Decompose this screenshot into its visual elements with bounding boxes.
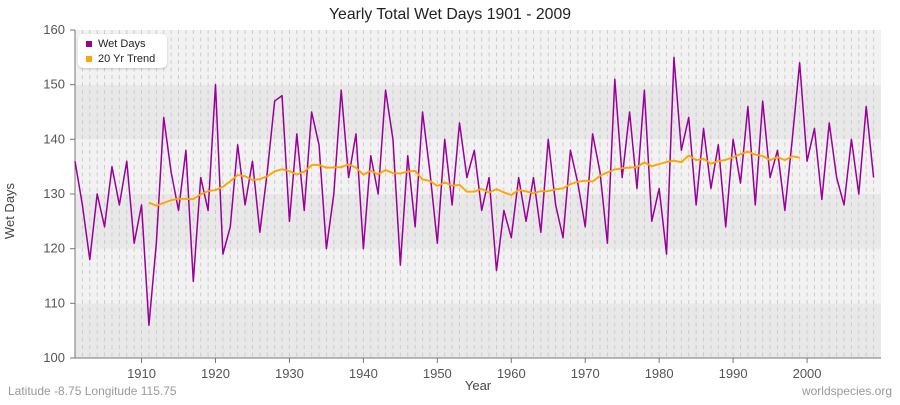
svg-text:100: 100 [43,350,65,365]
svg-text:130: 130 [43,186,65,201]
svg-text:140: 140 [43,131,65,146]
svg-text:150: 150 [43,77,65,92]
svg-text:120: 120 [43,241,65,256]
svg-text:110: 110 [44,295,65,310]
svg-text:160: 160 [43,22,65,37]
